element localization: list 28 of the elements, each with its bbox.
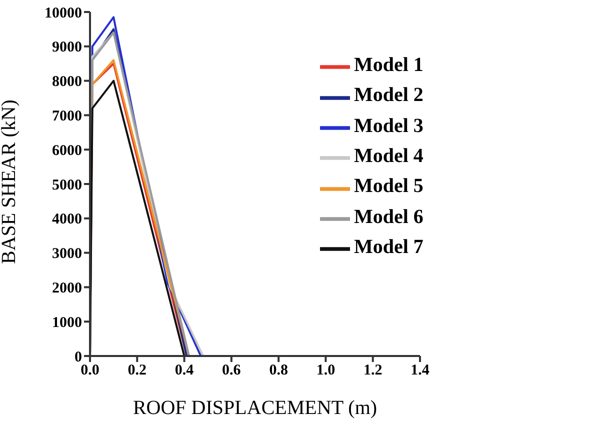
x-tick-label: 0.2 — [128, 362, 147, 379]
legend-label: Model 2 — [354, 84, 424, 106]
y-tick-label: 5000 — [52, 177, 82, 194]
y-tick-label: 2000 — [52, 280, 82, 297]
y-tick-label: 4000 — [52, 212, 82, 228]
legend-label: Model 6 — [354, 206, 424, 228]
x-tick-label: 0.6 — [222, 362, 242, 379]
legend-label: Model 5 — [354, 175, 424, 198]
x-tick-label: 1.4 — [410, 362, 430, 379]
x-tick-label: 1.2 — [363, 362, 382, 379]
legend-label: Model 1 — [354, 54, 424, 76]
x-tick-label: 1.0 — [316, 362, 336, 379]
x-axis-title: ROOF DISPLACEMENT (m) — [132, 397, 378, 419]
y-tick-label: 7000 — [52, 108, 82, 125]
y-tick-label: 10000 — [44, 5, 82, 22]
y-tick-label: 0 — [74, 349, 82, 366]
x-tick-label: 0.8 — [269, 362, 288, 379]
y-tick-label: 6000 — [52, 142, 82, 159]
y-axis-title: BASE SHEAR (kN) — [0, 100, 20, 264]
y-tick-label: 9000 — [52, 40, 82, 56]
legend-label: Model 4 — [354, 144, 424, 167]
y-tick-label: 1000 — [52, 314, 82, 331]
x-tick-label: 0.0 — [80, 362, 100, 379]
y-tick-label: 3000 — [52, 246, 82, 262]
legend-label: Model 7 — [354, 236, 424, 258]
y-tick-label: 8000 — [52, 74, 82, 90]
x-tick-label: 0.4 — [174, 362, 194, 379]
legend-label: Model 3 — [354, 114, 424, 137]
